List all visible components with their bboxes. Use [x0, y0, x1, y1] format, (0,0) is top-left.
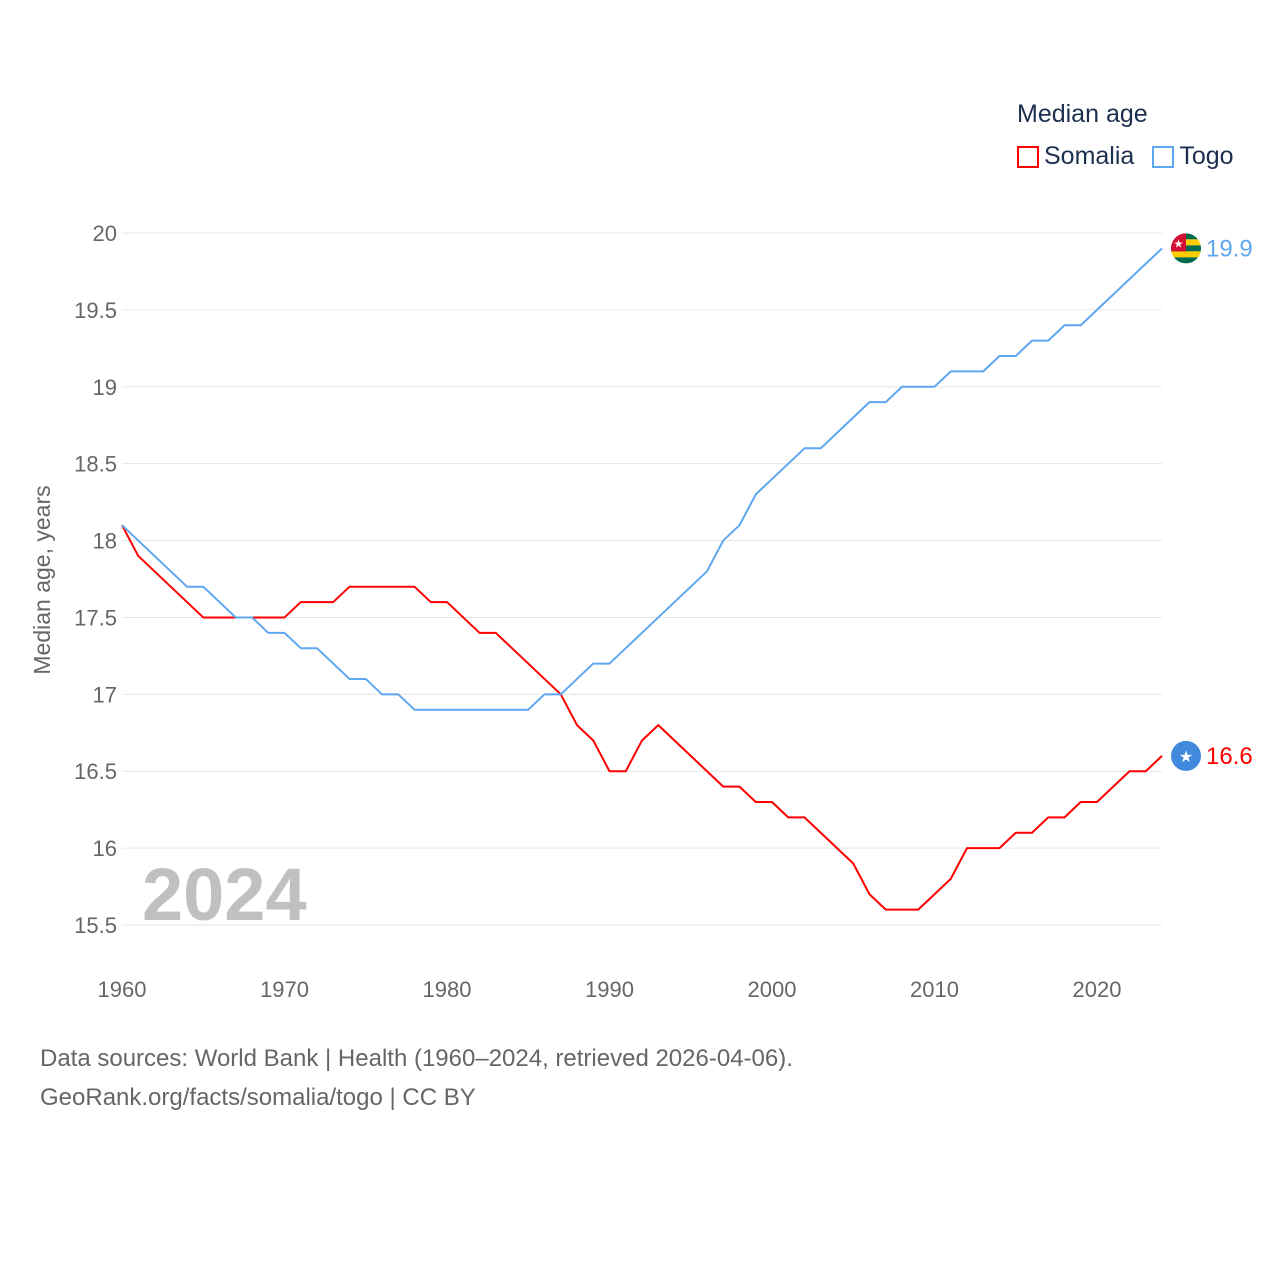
y-tick-label: 16.5 — [74, 759, 117, 784]
legend: Somalia Togo — [1017, 142, 1234, 171]
legend-item-somalia[interactable]: Somalia — [1017, 142, 1134, 171]
y-tick-label: 18 — [93, 529, 117, 554]
series-line-togo — [121, 247, 1163, 711]
x-tick-label: 1990 — [585, 977, 634, 1002]
flag-icon-somalia: ★ — [1171, 740, 1201, 771]
y-tick-label: 16 — [93, 836, 117, 861]
legend-item-togo[interactable]: Togo — [1152, 142, 1234, 171]
y-tick-label: 19.5 — [74, 298, 117, 323]
y-tick-label: 17 — [93, 682, 117, 707]
y-tick-label: 17.5 — [74, 605, 117, 630]
end-value-label: 19.9 — [1206, 235, 1253, 262]
x-tick-label: 2020 — [1073, 977, 1122, 1002]
legend-label: Togo — [1179, 142, 1234, 170]
credit-link[interactable]: GeoRank.org/facts/somalia/togo | CC BY — [40, 1084, 476, 1111]
legend-swatch-togo — [1152, 145, 1175, 168]
year-watermark: 2024 — [142, 853, 307, 936]
x-tick-label: 1970 — [260, 977, 309, 1002]
y-tick-label: 15.5 — [74, 913, 117, 938]
star-icon: ★ — [1179, 749, 1193, 766]
flag-stripe — [1171, 257, 1201, 264]
y-tick-label: 18.5 — [74, 452, 117, 477]
legend-swatch-somalia — [1017, 145, 1039, 168]
flag-icon-togo: ★ — [1171, 233, 1201, 264]
star-icon: ★ — [1174, 238, 1184, 250]
flag-circle — [1171, 740, 1201, 771]
legend-label: Somalia — [1044, 142, 1135, 170]
flag-stripe — [1171, 251, 1201, 258]
togo-flag: ★ — [1171, 233, 1201, 264]
x-tick-label: 1960 — [98, 977, 147, 1002]
end-value-label: 16.6 — [1206, 743, 1253, 770]
x-tick-label: 2000 — [748, 977, 797, 1002]
y-tick-label: 19 — [93, 375, 117, 400]
series-line-somalia — [121, 524, 1163, 911]
x-tick-label: 1980 — [423, 977, 472, 1002]
y-axis-label: Median age, years — [29, 485, 55, 674]
y-tick-label: 20 — [93, 221, 117, 246]
x-tick-label: 2010 — [910, 977, 959, 1002]
legend-title: Median age — [1017, 100, 1148, 128]
data-source: Data sources: World Bank | Health (1960–… — [40, 1045, 793, 1072]
